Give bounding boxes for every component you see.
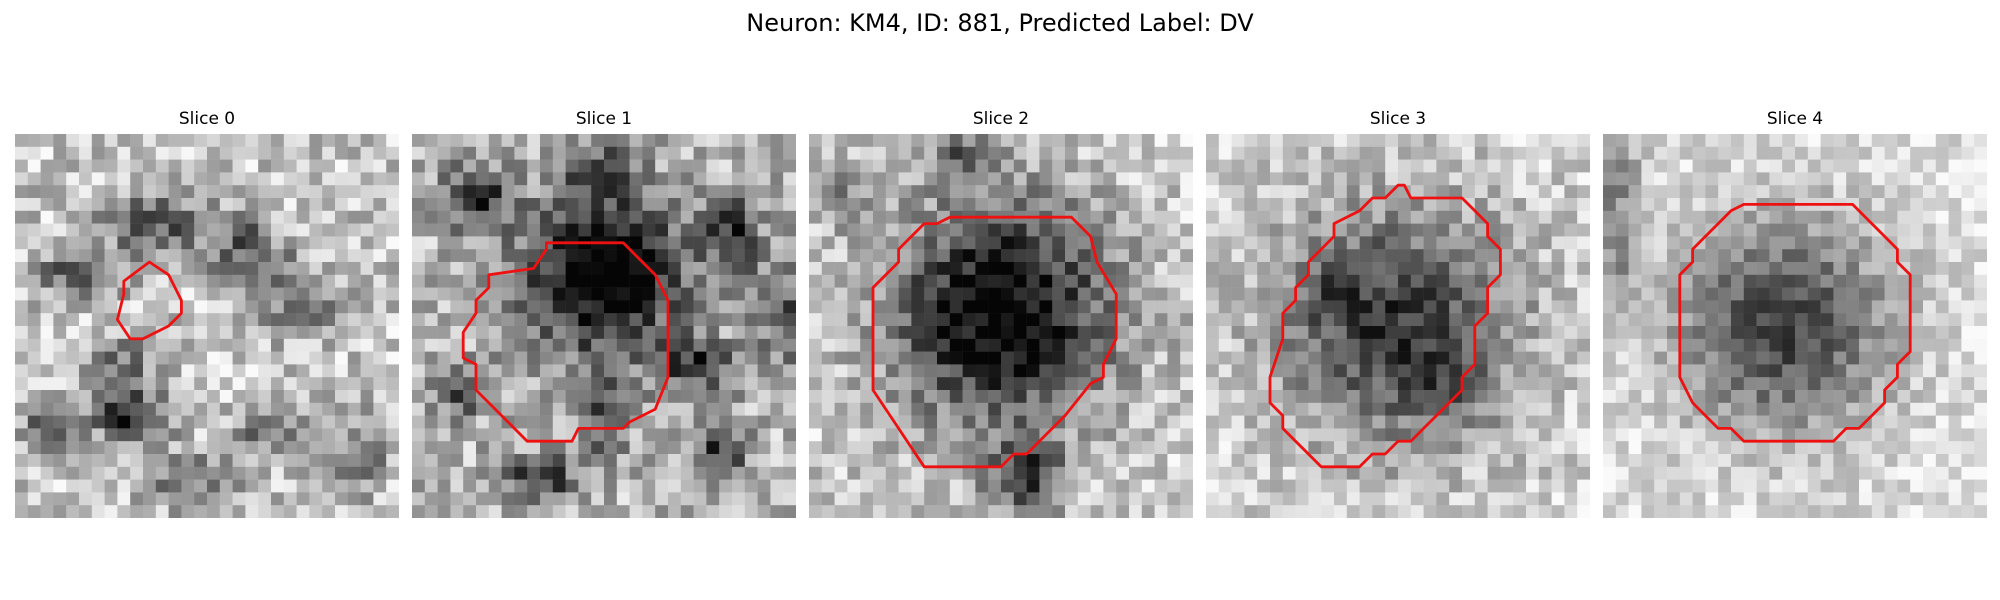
figure-title: Neuron: KM4, ID: 881, Predicted Label: D…: [746, 9, 1254, 37]
slice-3-title: Slice 3: [1369, 109, 1427, 129]
slice-1-title: Slice 1: [575, 109, 633, 129]
slice-1-image: [412, 134, 796, 518]
roi-contour: [1268, 183, 1502, 469]
slice-0-image: [15, 134, 399, 518]
slice-panel-1: Slice 1: [412, 108, 796, 518]
slice-panel-4: Slice 4: [1603, 108, 1987, 518]
roi-contour: [871, 215, 1118, 469]
slice-0-title: Slice 0: [178, 109, 236, 129]
slice-3-image: [1206, 134, 1590, 518]
slice-2-title: Slice 2: [972, 109, 1030, 129]
slice-4-title: Slice 4: [1766, 109, 1824, 129]
roi-contour: [115, 260, 183, 341]
slice-4-image: [1603, 134, 1987, 518]
slice-panel-2: Slice 2: [809, 108, 1193, 518]
slice-panel-3: Slice 3: [1206, 108, 1590, 518]
roi-contour: [461, 241, 670, 443]
roi-contour: [1678, 202, 1912, 443]
slice-panel-0: Slice 0: [15, 108, 399, 518]
slice-2-image: [809, 134, 1193, 518]
